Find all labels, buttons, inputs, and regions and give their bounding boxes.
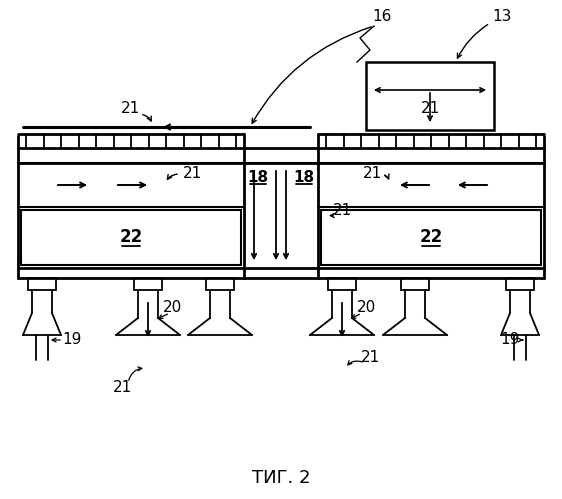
Text: 21: 21 [183,166,202,181]
Bar [21,210,241,265]
Text: 18: 18 [293,170,315,185]
Bar [321,210,541,265]
Text: 13: 13 [492,8,511,23]
Text: 20: 20 [162,300,182,315]
Text: 21: 21 [360,350,379,365]
Text: 22: 22 [419,229,443,247]
Bar [401,278,429,290]
Text: 22: 22 [119,229,143,247]
Text: 18: 18 [247,170,269,185]
Bar [134,278,162,290]
Text: 21: 21 [332,203,352,218]
Text: 21: 21 [112,381,132,396]
Bar [328,278,356,290]
Bar [506,278,534,290]
Text: 16: 16 [372,8,392,23]
Text: 20: 20 [356,300,375,315]
Text: 21: 21 [420,100,439,115]
Bar [28,278,56,290]
Text: 19: 19 [62,332,81,347]
Text: ΤИГ. 2: ΤИГ. 2 [252,469,310,487]
Bar [206,278,234,290]
Text: 19: 19 [500,332,520,347]
Bar [366,62,494,130]
Text: 21: 21 [120,100,139,115]
Text: 21: 21 [362,166,382,181]
